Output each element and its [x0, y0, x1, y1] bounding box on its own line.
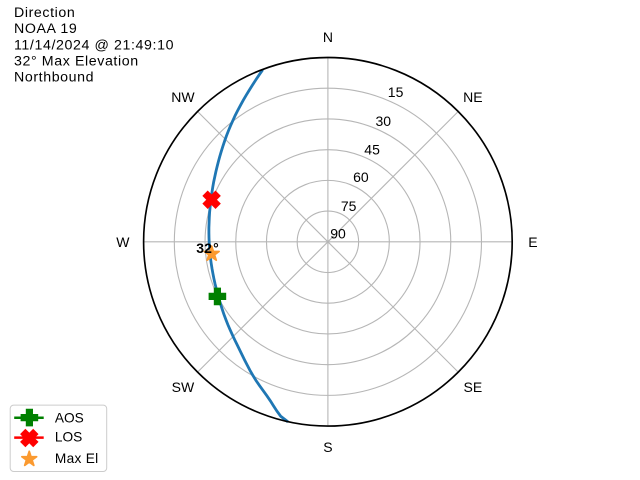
- svg-text:45: 45: [364, 142, 380, 158]
- svg-text:NE: NE: [463, 89, 482, 105]
- svg-text:15: 15: [388, 84, 404, 100]
- svg-text:75: 75: [341, 198, 357, 214]
- svg-text:SE: SE: [464, 379, 483, 395]
- svg-text:SW: SW: [172, 379, 195, 395]
- svg-text:60: 60: [353, 169, 369, 185]
- svg-text:NW: NW: [171, 89, 195, 105]
- svg-text:32°: 32°: [196, 240, 218, 256]
- svg-text:W: W: [116, 234, 130, 250]
- svg-text:S: S: [323, 439, 332, 455]
- svg-text:90: 90: [330, 226, 346, 242]
- svg-text:NOAA 19: NOAA 19: [14, 21, 77, 37]
- svg-text:11/14/2024 @ 21:49:10: 11/14/2024 @ 21:49:10: [14, 38, 174, 54]
- svg-text:Direction: Direction: [14, 5, 75, 21]
- svg-text:LOS: LOS: [55, 430, 82, 445]
- svg-text:32° Max Elevation: 32° Max Elevation: [14, 54, 139, 70]
- svg-text:Northbound: Northbound: [14, 69, 94, 85]
- svg-text:30: 30: [376, 113, 392, 129]
- svg-text:N: N: [323, 29, 333, 45]
- svg-text:AOS: AOS: [55, 410, 84, 425]
- svg-text:Max El: Max El: [55, 451, 99, 466]
- svg-text:E: E: [528, 234, 537, 250]
